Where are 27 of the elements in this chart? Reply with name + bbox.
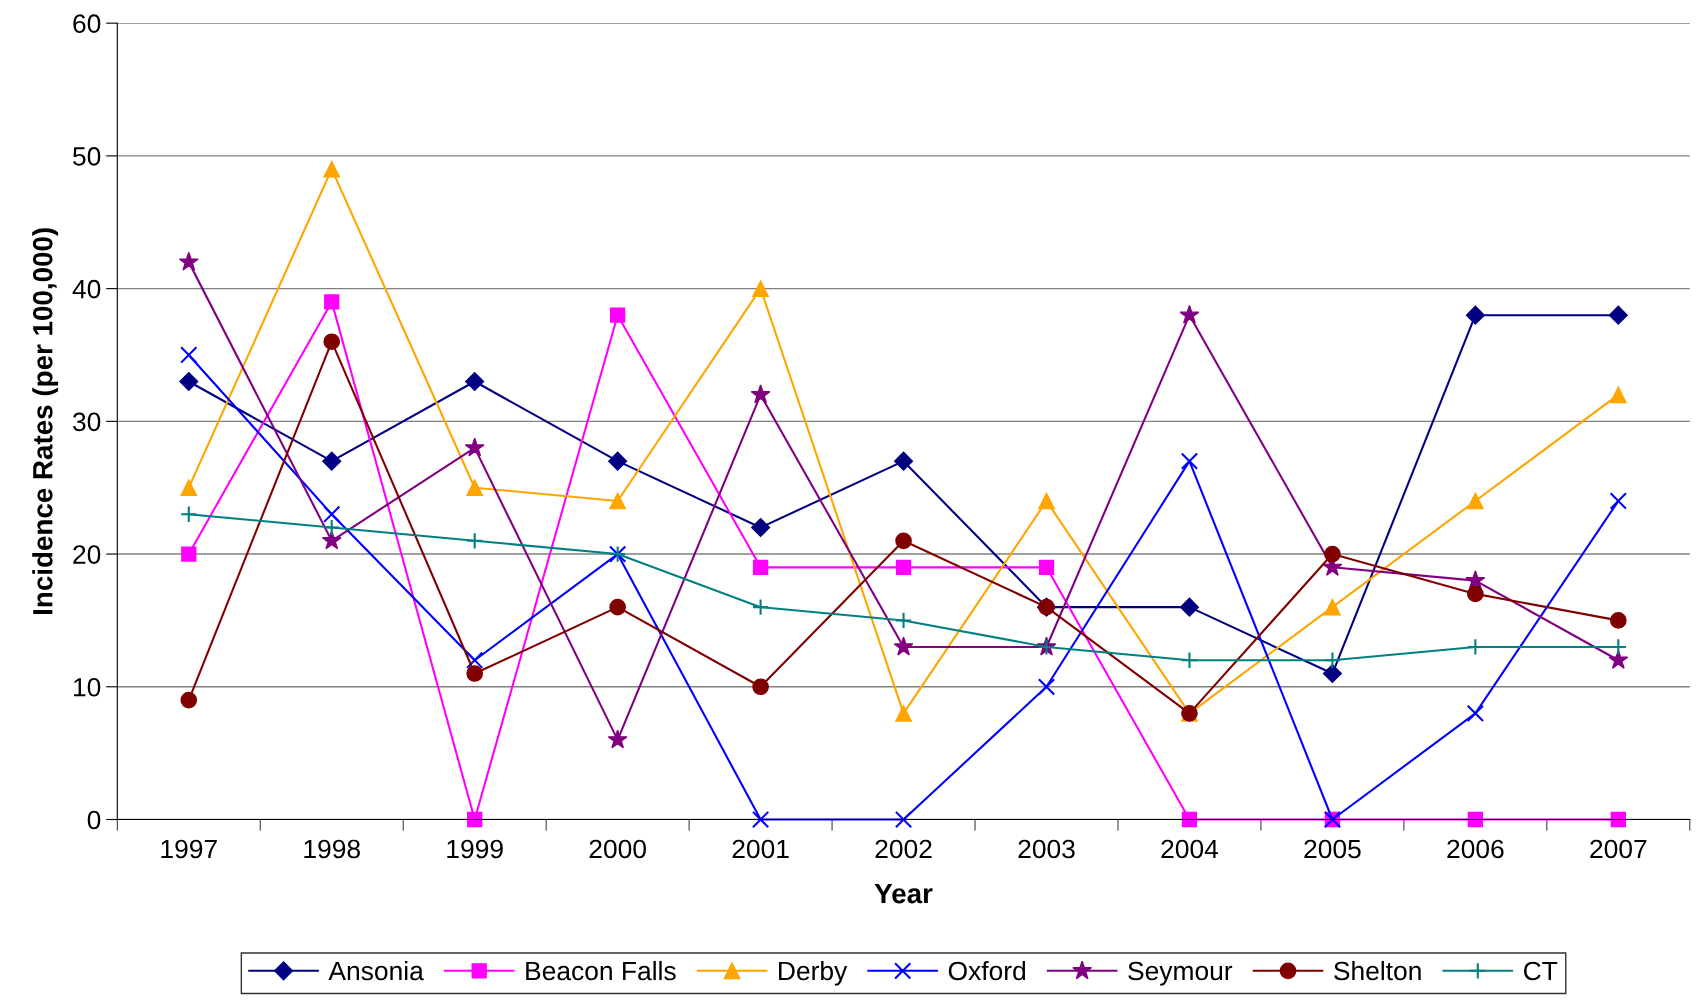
x-tick-label: 2005	[1304, 839, 1361, 859]
x-tick-label: 2001	[732, 839, 789, 859]
x-tick-label: 1998	[304, 839, 360, 859]
x-tick-label: 2006	[1447, 839, 1504, 859]
legend-label: Ansonia	[328, 960, 424, 981]
x-tick-label: 2004	[1161, 839, 1219, 859]
y-tick-label: 50	[73, 147, 101, 166]
y-tick-label: 60	[73, 14, 101, 34]
y-tick-label: 10	[73, 677, 101, 697]
legend-label: CT	[1524, 961, 1558, 981]
x-tick-label: 2002	[875, 839, 932, 859]
y-tick-label: 0	[87, 810, 101, 830]
y-tick-label: 40	[72, 279, 101, 299]
x-tick-label: 2000	[589, 839, 646, 859]
x-axis-title: Year	[874, 884, 933, 904]
y-tick-label: 30	[72, 412, 101, 432]
legend-label: Beacon Falls	[526, 960, 676, 981]
y-tick-label: 20	[73, 545, 101, 564]
legend-label: Derby	[779, 960, 848, 986]
x-tick-label: 2007	[1590, 839, 1647, 859]
legend-label: Oxford	[948, 960, 1026, 981]
x-tick-label: 2003	[1018, 839, 1075, 859]
legend-label: Seymour	[1128, 961, 1233, 986]
y-axis-title: Incidence Rates (per 100,000)	[32, 228, 59, 615]
legend-label: Shelton	[1334, 960, 1421, 981]
x-tick-label: 1997	[161, 839, 217, 859]
x-tick-label: 1999	[447, 839, 503, 859]
